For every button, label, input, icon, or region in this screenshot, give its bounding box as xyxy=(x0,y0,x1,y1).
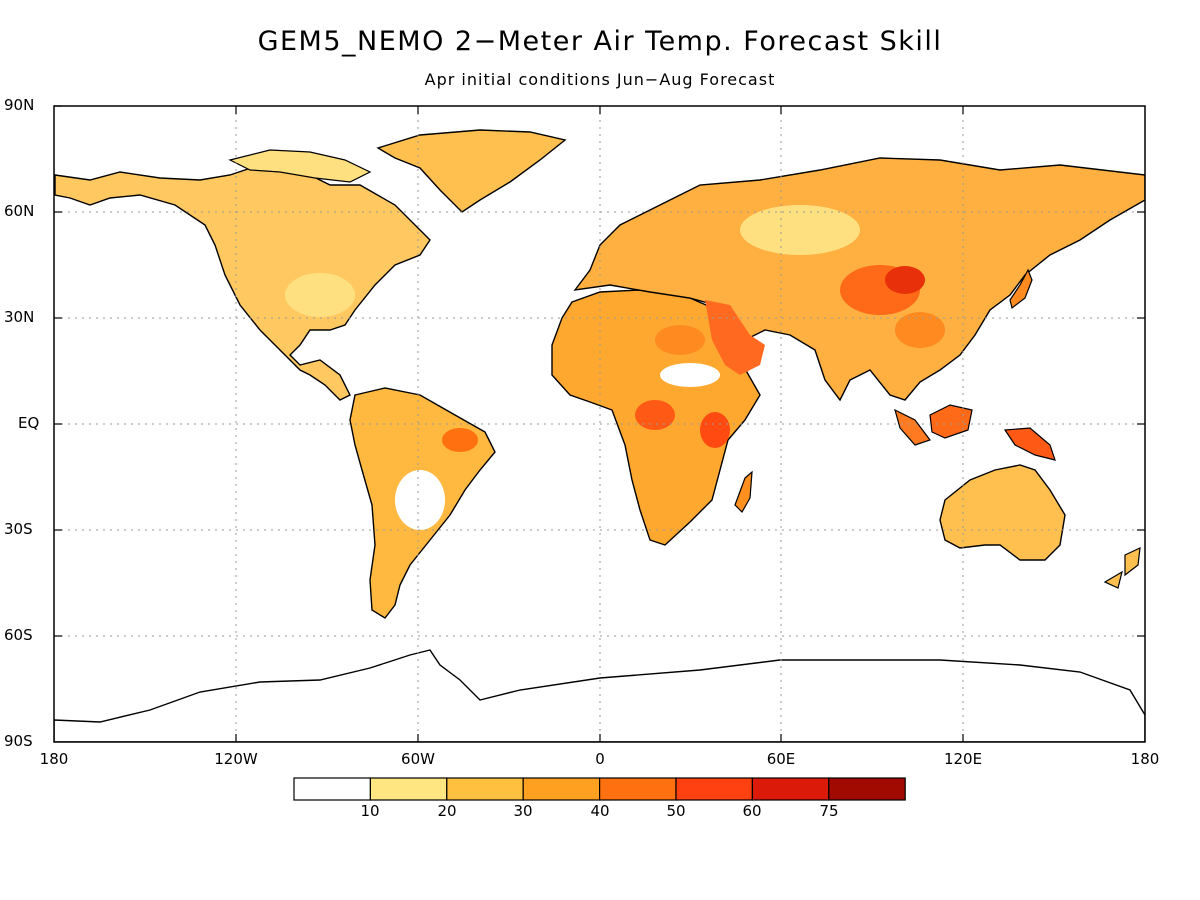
lon-label-60w: 60W xyxy=(401,750,435,768)
islands-indonesia xyxy=(894,408,931,446)
lon-label-180e: 180 xyxy=(1130,750,1160,768)
region-arabia xyxy=(705,300,765,375)
landmass-arctic-islands xyxy=(228,149,372,183)
colorbar-label: 10 xyxy=(360,802,380,820)
map-fields xyxy=(54,129,1145,742)
lon-label-120e: 120E xyxy=(943,750,983,768)
islands-japan xyxy=(1009,268,1033,310)
island-madagascar xyxy=(734,470,753,513)
map-subtitle: Apr initial conditions Jun−Aug Forecast xyxy=(424,70,776,89)
colorbar-swatch xyxy=(828,777,906,801)
colorbar-label: 20 xyxy=(437,802,457,820)
colorbar xyxy=(293,777,906,801)
landmass-greenland xyxy=(376,129,567,213)
lat-label-30n: 30N xyxy=(4,308,35,326)
high-skill-regions xyxy=(285,205,945,530)
colorbar-swatch xyxy=(369,777,448,801)
lat-label-eq: EQ xyxy=(18,414,40,432)
island-new-guinea xyxy=(1003,427,1056,461)
lat-label-60s: 60S xyxy=(4,626,33,644)
lon-label-0: 0 xyxy=(595,750,605,768)
colorbar-label: 30 xyxy=(513,802,533,820)
lat-label-90s: 90S xyxy=(4,732,33,750)
lat-label-30s: 30S xyxy=(4,520,33,538)
graticule xyxy=(54,106,1145,742)
map-title: GEM5_NEMO 2−Meter Air Temp. Forecast Ski… xyxy=(257,26,943,57)
continent-antarctica xyxy=(54,649,1145,742)
lat-label-90n: 90N xyxy=(4,96,35,114)
lon-label-120w: 120W xyxy=(214,750,258,768)
colorbar-swatch xyxy=(751,777,830,801)
colorbar-label: 40 xyxy=(590,802,610,820)
continent-australia xyxy=(939,464,1066,561)
axis-ticks xyxy=(54,105,1145,742)
colorbar-swatch xyxy=(293,777,372,801)
colorbar-swatch xyxy=(598,777,677,801)
colorbar-label: 60 xyxy=(742,802,762,820)
colorbar-swatch xyxy=(522,777,601,801)
lon-label-180w: 180 xyxy=(39,750,69,768)
colorbar-label: 75 xyxy=(819,802,839,820)
lat-label-60n: 60N xyxy=(4,202,35,220)
islands-new-zealand xyxy=(1103,547,1141,589)
colorbar-swatch xyxy=(675,777,754,801)
lon-label-60e: 60E xyxy=(766,750,796,768)
colorbar-swatch xyxy=(446,777,524,801)
continent-north-america xyxy=(54,164,431,401)
island-borneo xyxy=(929,404,973,439)
colorbar-label: 50 xyxy=(666,802,686,820)
